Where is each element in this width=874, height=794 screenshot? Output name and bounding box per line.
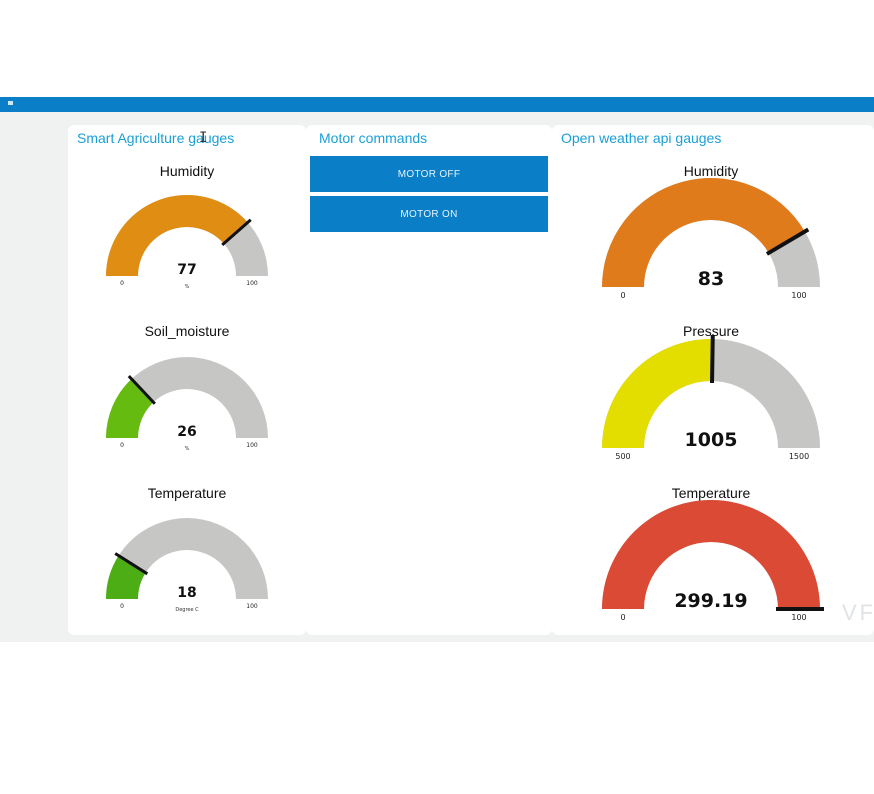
- smart-temperature-gauge-min-label: 0: [120, 603, 124, 610]
- smart-soil-moisture-gauge-value: 26: [177, 424, 196, 440]
- smart-soil-moisture-gauge-value-arc: [106, 378, 154, 438]
- weather-pressure-gauge-value-arc: [602, 339, 713, 448]
- weather-humidity-gauge-value-arc: [602, 178, 805, 287]
- smart-agriculture-title: Smart Agriculture gauges: [77, 130, 235, 146]
- weather-temperature-gauge-dial: 299.19 0 100: [602, 500, 824, 622]
- smart-humidity-gauge-max-label: 100: [246, 280, 258, 287]
- smart-temperature-gauge-value-arc: [106, 555, 146, 599]
- smart-soil-moisture-gauge-min-label: 0: [120, 442, 124, 449]
- smart-temperature-gauge-track: [106, 518, 268, 599]
- menu-icon[interactable]: [8, 101, 13, 105]
- smart-humidity-gauge-dial: 77% 0 100: [106, 195, 268, 290]
- top-bar: [0, 97, 874, 112]
- weather-temperature-gauge-value-arc: [602, 500, 820, 609]
- weather-temperature-gauge-max-label: 100: [791, 613, 806, 622]
- smart-soil-moisture-gauge-title: Soil_moisture: [144, 323, 230, 339]
- weather-humidity-gauge-max-label: 100: [791, 291, 806, 300]
- smart-soil-moisture-gauge-needle: [127, 375, 156, 405]
- weather-humidity-gauge-min-label: 0: [620, 291, 625, 300]
- watermark: VF: [842, 600, 874, 625]
- smart-humidity-gauge-value-arc: [106, 195, 248, 276]
- smart-humidity-gauge-unit: %: [185, 284, 190, 290]
- weather-temperature-gauge-title: Temperature: [671, 485, 751, 501]
- smart-humidity-gauge-value: 77: [177, 262, 196, 278]
- weather-pressure-gauge-dial: 1005 500 1500: [602, 334, 820, 461]
- weather-temperature-gauge-min-label: 0: [620, 613, 625, 622]
- smart-soil-moisture-gauge-dial: 26% 0 100: [106, 357, 268, 452]
- weather-humidity-gauge-title: Humidity: [683, 163, 739, 179]
- smart-temperature-gauge-unit: Degree C: [175, 607, 199, 613]
- open-weather-title: Open weather api gauges: [561, 130, 722, 146]
- weather-pressure-gauge-max-label: 1500: [789, 452, 809, 461]
- smart-soil-moisture-gauge-track: [106, 357, 268, 438]
- text-cursor-icon: I: [199, 130, 208, 146]
- weather-humidity-gauge-needle: [765, 227, 810, 256]
- smart-humidity-gauge-needle: [221, 218, 252, 247]
- weather-temperature-gauge-value: 299.19: [674, 590, 747, 612]
- weather-pressure-gauge-min-label: 500: [615, 452, 630, 461]
- smart-temperature-gauge-value: 18: [177, 585, 196, 601]
- weather-humidity-gauge-dial: 83 0 100: [602, 178, 820, 300]
- weather-pressure-gauge-title: Pressure: [682, 323, 740, 339]
- smart-temperature-gauge-title: Temperature: [147, 485, 227, 501]
- smart-temperature-gauge-max-label: 100: [246, 603, 258, 610]
- weather-humidity-gauge-value: 83: [698, 268, 724, 290]
- smart-soil-moisture-gauge-max-label: 100: [246, 442, 258, 449]
- weather-pressure-gauge-needle: [710, 334, 715, 384]
- smart-humidity-gauge-title: Humidity: [159, 163, 215, 179]
- smart-temperature-gauge-dial: 18 Degree C 0 100: [106, 518, 268, 613]
- smart-humidity-gauge-min-label: 0: [120, 280, 124, 287]
- smart-temperature-gauge-needle: [114, 552, 149, 576]
- motor-off-button[interactable]: MOTOR OFF: [310, 156, 548, 192]
- motor-commands-title: Motor commands: [319, 130, 428, 146]
- motor-on-button[interactable]: MOTOR ON: [310, 196, 548, 232]
- smart-soil-moisture-gauge-unit: %: [185, 446, 190, 452]
- weather-pressure-gauge-value: 1005: [685, 429, 738, 451]
